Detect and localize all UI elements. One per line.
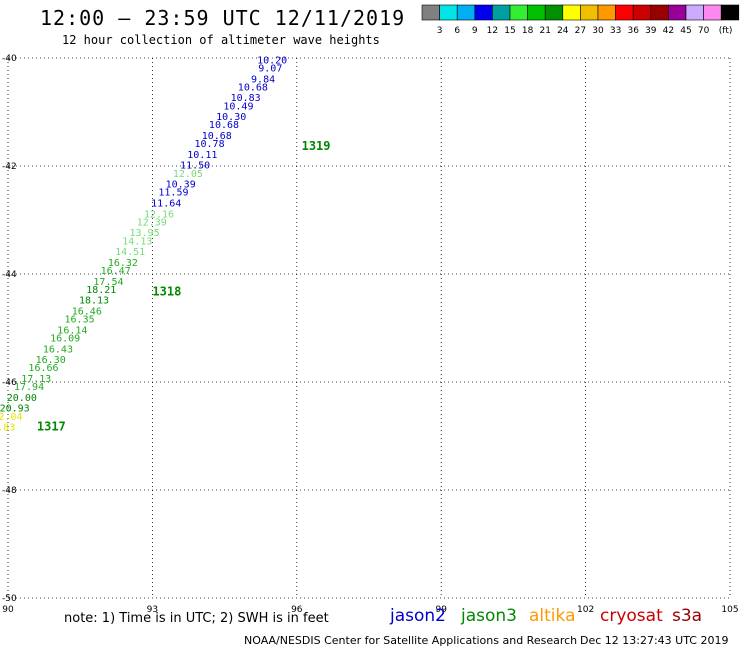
wave-height-label: 17.54: [93, 277, 123, 288]
x-tick-label: 102: [577, 605, 594, 615]
wave-height-label: 9.84: [251, 74, 275, 85]
legend-item-s3a: s3a: [672, 606, 703, 626]
wave-height-label: 10.68: [238, 82, 268, 93]
wave-height-label: 17.13: [21, 374, 51, 385]
wave-height-label: 9.07: [258, 64, 282, 75]
wave-height-label: 16.35: [65, 315, 95, 326]
color-scale-label: 15: [504, 26, 515, 36]
color-scale-label: 27: [575, 26, 586, 36]
wave-height-label: 18.21: [86, 285, 116, 296]
y-tick-label: -42: [2, 162, 17, 172]
legend-item-jason2: jason2: [390, 606, 446, 626]
color-scale-bar: 3 6 9 12 15 18 21 24 27 30 33 36 39 42 45 70 (ft): [421, 4, 740, 36]
color-scale-label: 42: [663, 26, 674, 36]
x-tick-label: 96: [291, 605, 303, 615]
x-tick-label: 105: [721, 605, 738, 615]
pass-time-label: 1317: [37, 420, 66, 434]
wave-height-label: 11.59: [158, 188, 188, 199]
wave-height-label: 10.30: [216, 112, 246, 123]
color-swatch-17: [720, 4, 740, 21]
wave-height-label: 21.83: [0, 423, 15, 434]
color-scale-label: 39: [645, 26, 657, 36]
color-scale-label: 6: [454, 26, 460, 36]
wave-height-label: 10.83: [231, 93, 261, 104]
x-tick-label: 90: [2, 605, 14, 615]
legend-item-altika: altika: [529, 606, 576, 626]
wave-height-label: 17.94: [14, 382, 44, 393]
color-scale-label: 70: [698, 26, 710, 36]
pass-time-label: 1319: [302, 139, 331, 153]
wave-height-label: 16.47: [101, 266, 131, 277]
wave-height-label: 16.46: [72, 307, 102, 318]
color-scale-label: 18: [522, 26, 534, 36]
x-tick-label: 99: [435, 605, 447, 615]
wave-height-label: 16.30: [36, 355, 66, 366]
wave-height-label: 10.78: [194, 139, 224, 150]
legend-item-cryosat: cryosat: [600, 606, 663, 626]
color-scale-label: 45: [680, 26, 691, 36]
wave-height-label: 13.95: [130, 228, 160, 239]
wave-height-label: 14.13: [122, 236, 152, 247]
color-scale-label: 12: [487, 26, 498, 36]
pass-time-label: 1318: [152, 285, 181, 299]
y-tick-label: -48: [2, 486, 17, 496]
wave-height-label: 16.09: [50, 334, 80, 345]
wave-height-label: 10.49: [223, 101, 253, 112]
color-scale-label: 24: [557, 26, 569, 36]
wave-height-label: 12.16: [144, 209, 174, 220]
wave-height-label: 20.00: [7, 393, 37, 404]
wave-height-label: 16.66: [28, 363, 58, 374]
wave-height-label: 16.14: [57, 325, 87, 336]
wave-height-label: 14.51: [115, 247, 145, 258]
wave-height-label: 12.39: [137, 217, 167, 228]
wave-height-label: 11.64: [151, 199, 181, 210]
credit-text: NOAA/NESDIS Center for Satellite Applica…: [244, 634, 578, 647]
wave-height-label: 16.32: [108, 258, 138, 269]
page-subtitle: 12 hour collection of altimeter wave hei…: [62, 33, 380, 47]
wave-height-label: 16.43: [43, 344, 73, 355]
y-tick-label: -44: [2, 270, 17, 280]
color-scale-unit: (ft): [719, 26, 733, 36]
wave-height-label: 10.39: [166, 180, 196, 191]
y-tick-label: -46: [2, 378, 17, 388]
wave-height-label: 10.20: [257, 55, 287, 66]
page-title: 12:00 – 23:59 UTC 12/11/2019: [40, 6, 406, 30]
wave-height-label: 11.50: [180, 161, 210, 172]
color-scale-label: 9: [472, 26, 478, 36]
wave-height-label: 18.13: [79, 296, 109, 307]
wave-height-label: 20.93: [0, 404, 30, 415]
wave-height-label: 12.05: [173, 169, 203, 180]
color-scale-label: 21: [539, 26, 550, 36]
altimeter-track: 10.209.079.8410.6810.8310.4910.3010.6810…: [0, 55, 331, 433]
units-note: note: 1) Time is in UTC; 2) SWH is in fe…: [64, 611, 329, 626]
map-grid: 90 93 96 99 102 105 -40 -42 -44 -46 -48 -50: [2, 54, 739, 615]
y-tick-label: -40: [2, 54, 17, 64]
legend-item-jason3: jason3: [461, 606, 517, 626]
wave-height-label: 10.68: [209, 120, 239, 131]
wave-height-label: 10.68: [202, 131, 232, 142]
wave-height-label: 10.11: [187, 150, 217, 161]
color-scale-label: 30: [592, 26, 604, 36]
color-scale-label: 36: [627, 26, 639, 36]
y-tick-label: -50: [2, 594, 17, 604]
generated-timestamp: Dec 12 13:27:43 UTC 2019: [580, 634, 729, 647]
color-scale-label: 33: [610, 26, 621, 36]
x-tick-label: 93: [147, 605, 158, 615]
wave-height-label: 22.04: [0, 412, 22, 423]
color-scale-label: 3: [437, 26, 443, 36]
